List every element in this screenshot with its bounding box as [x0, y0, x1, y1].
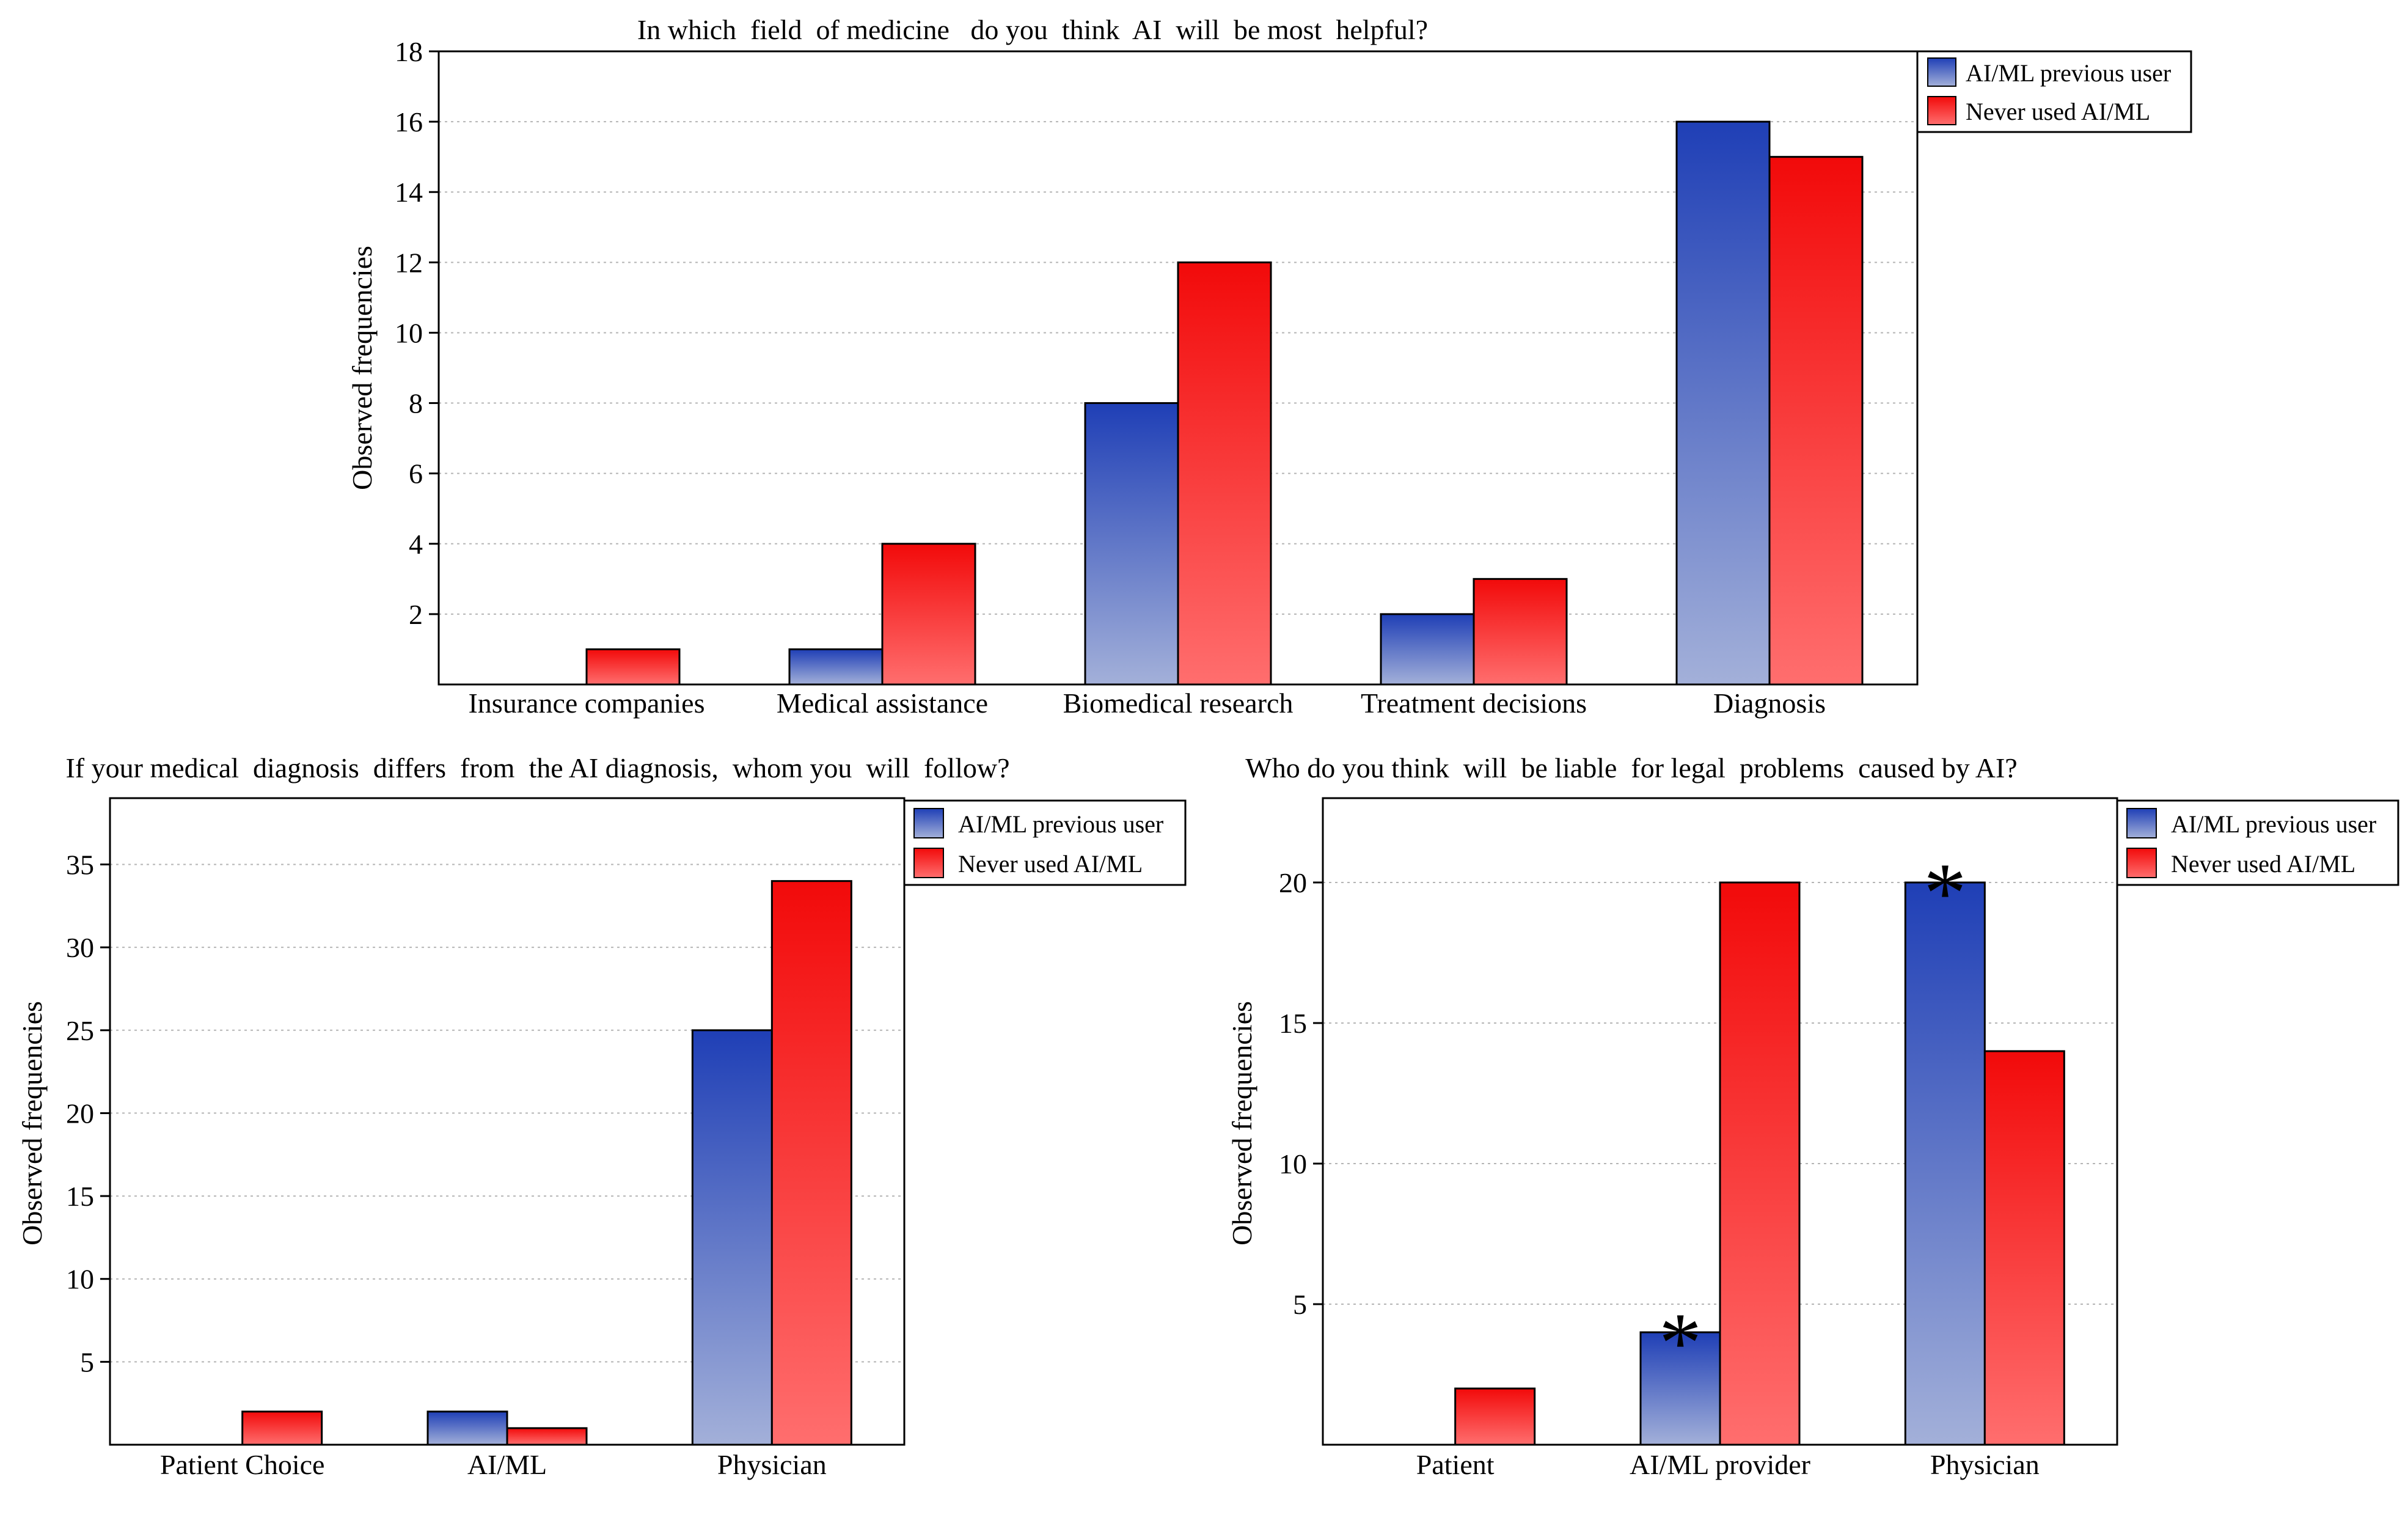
bar-ai-ml-previous-user-ai-ml: [426, 1410, 508, 1446]
legend-swatch-never-used: [1927, 96, 1956, 125]
x-tick-labels: Patient Choice AI/ML Physician: [160, 1449, 827, 1480]
y-tick-label: 15: [66, 1181, 94, 1212]
x-tick-labels: Insurance companies Medical assistance Bio…: [468, 688, 1826, 719]
chart-field-of-medicine: In which field of medicine do you think …: [346, 14, 2192, 719]
x-tick-label-patient: Patient: [1416, 1449, 1495, 1480]
chart-whom-you-follow: If your medical diagnosis differs from t…: [16, 752, 1187, 1480]
y-tick-label: 2: [409, 599, 423, 630]
y-tick-label: 30: [66, 932, 94, 963]
legend-label-ai-ml-user: AI/ML previous user: [958, 810, 1163, 838]
bar-ai-ml-previous-user-physician: [1904, 881, 1986, 1446]
x-tick-label-physician: Physician: [717, 1449, 827, 1480]
bar-never-used-ai-ml-insurance-companies: [585, 648, 681, 686]
legend-swatch-ai-ml-user: [2126, 808, 2157, 838]
x-tick-label-medical-assistance: Medical assistance: [777, 688, 988, 719]
legend: AI/ML previous user Never used AI/ML: [903, 799, 1187, 886]
legend-label-never-used: Never used AI/ML: [958, 850, 1143, 878]
legend-box: [903, 799, 1187, 886]
legend-label-never-used: Never used AI/ML: [1966, 98, 2150, 125]
bar-never-used-ai-ml-ai-ml: [506, 1427, 588, 1446]
chart-title: Who do you think will be liable for lega…: [1245, 752, 2017, 783]
bar-never-used-ai-ml-patient: [1454, 1387, 1536, 1446]
chart-title: If your medical diagnosis differs from t…: [65, 752, 1009, 783]
y-tick-label: 15: [1279, 1008, 1307, 1039]
significance-star: *: [1659, 1296, 1702, 1390]
y-tick-label: 16: [395, 106, 423, 138]
bar-never-used-ai-ml-diagnosis: [1768, 156, 1864, 686]
legend-box: [1916, 50, 2192, 133]
plot-frame: [437, 50, 1919, 686]
legend-swatch-never-used: [2126, 848, 2157, 878]
y-tick-label: 35: [66, 849, 94, 881]
bars: [585, 120, 1864, 686]
bars: [1454, 881, 2065, 1446]
y-tick-label: 4: [409, 529, 423, 560]
legend-box: [2116, 799, 2399, 886]
y-tick-labels: 2 4 6 8 10 12 14 16 18: [395, 36, 439, 630]
x-tick-label-ai-ml-provider: AI/ML provider: [1630, 1449, 1810, 1480]
y-tick-label: 10: [1279, 1148, 1307, 1179]
y-tick-label: 25: [66, 1015, 94, 1046]
y-axis-label: Observed frequencies: [346, 246, 378, 490]
x-tick-labels: Patient AI/ML provider Physician: [1416, 1449, 2040, 1480]
y-tick-label: 10: [395, 317, 423, 348]
bar-never-used-ai-ml-medical-assistance: [881, 543, 976, 686]
y-tick-label: 5: [1293, 1289, 1307, 1320]
bars: [241, 880, 852, 1446]
y-tick-label: 10: [66, 1264, 94, 1295]
y-tick-label: 20: [1279, 867, 1307, 898]
y-tick-label: 5: [80, 1346, 94, 1377]
bar-ai-ml-previous-user-physician: [691, 1029, 773, 1446]
chart-legal-liability: Who do you think will be liable for lega…: [1226, 752, 2399, 1480]
y-tick-label: 6: [409, 458, 423, 490]
bar-ai-ml-previous-user-treatment-decisions: [1380, 613, 1475, 686]
x-tick-label-treatment-decisions: Treatment decisions: [1361, 688, 1587, 719]
y-tick-label: 18: [395, 36, 423, 67]
bar-never-used-ai-ml-physician: [770, 880, 852, 1446]
x-tick-label-insurance-companies: Insurance companies: [468, 688, 704, 719]
legend: AI/ML previous user Never used AI/ML: [2116, 799, 2399, 886]
significance-star: *: [1923, 846, 1966, 941]
bar-ai-ml-previous-user-diagnosis: [1675, 120, 1771, 686]
bar-never-used-ai-ml-biomedical-research: [1177, 261, 1272, 686]
y-tick-label: 8: [409, 388, 423, 419]
legend-swatch-never-used: [913, 848, 944, 878]
chart-title: In which field of medicine do you think …: [637, 14, 1428, 45]
legend-label-ai-ml-user: AI/ML previous user: [2171, 810, 2376, 838]
y-tick-labels: 5 10 15 20: [1279, 867, 1323, 1320]
y-axis-label: Observed frequencies: [16, 1001, 48, 1245]
bar-never-used-ai-ml-physician: [1983, 1050, 2065, 1446]
x-tick-label-physician: Physician: [1930, 1449, 2040, 1480]
legend-label-ai-ml-user: AI/ML previous user: [1966, 59, 2171, 87]
y-tick-labels: 5 10 15 20 25 30 35: [66, 849, 110, 1377]
legend-label-never-used: Never used AI/ML: [2171, 850, 2355, 878]
y-tick-label: 12: [395, 247, 423, 278]
x-tick-label-ai-ml: AI/ML: [467, 1449, 547, 1480]
y-tick-label: 14: [395, 177, 423, 208]
x-tick-label-biomedical-research: Biomedical research: [1063, 688, 1294, 719]
x-tick-label-diagnosis: Diagnosis: [1713, 688, 1826, 719]
x-tick-label-patient-choice: Patient Choice: [160, 1449, 325, 1480]
legend-swatch-ai-ml-user: [913, 808, 944, 838]
bar-never-used-ai-ml-treatment-decisions: [1473, 578, 1568, 686]
plot-frame: [1322, 797, 2118, 1446]
y-tick-label: 20: [66, 1098, 94, 1129]
y-axis-label: Observed frequencies: [1226, 1001, 1257, 1245]
bar-never-used-ai-ml-patient-choice: [241, 1410, 323, 1446]
bar-ai-ml-previous-user-medical-assistance: [788, 648, 884, 686]
legend-swatch-ai-ml-user: [1927, 57, 1956, 87]
legend: AI/ML previous user Never used AI/ML: [1916, 50, 2192, 133]
bar-ai-ml-previous-user-biomedical-research: [1084, 402, 1179, 686]
bar-never-used-ai-ml-ai-ml-provider: [1719, 881, 1801, 1446]
plot-frame: [109, 797, 906, 1446]
annotations: **: [1659, 846, 1966, 1390]
